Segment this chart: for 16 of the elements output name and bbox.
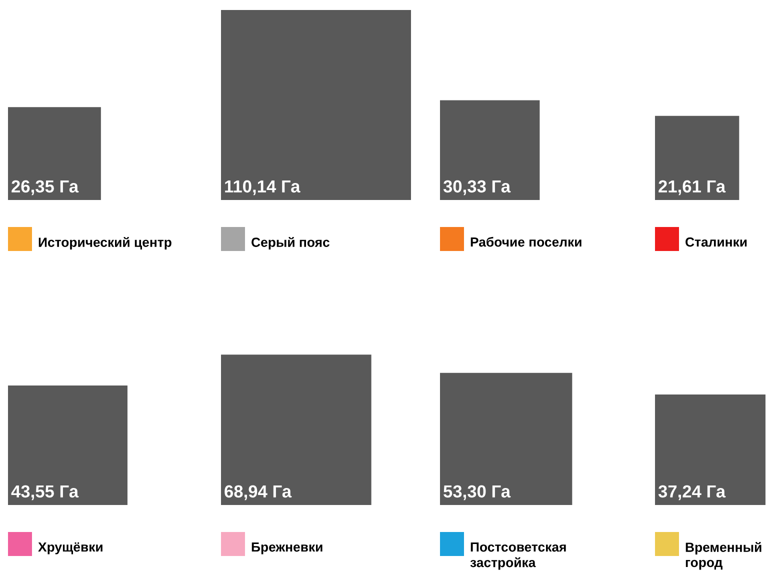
data-label: 30,33 Га	[443, 180, 511, 196]
data-label: 43,55 Га	[11, 485, 79, 500]
category-label: Хрущёвки	[38, 542, 102, 554]
data-label: 110,14 Га	[225, 180, 300, 196]
category-label: Временный город	[686, 542, 762, 570]
category-label: Серый пояс	[252, 237, 330, 250]
data-label: 21,61 Га	[658, 180, 726, 196]
category-label: Брежневки	[252, 542, 322, 554]
data-label: 26,35 Га	[12, 180, 79, 196]
data-label: 37,24 Га	[658, 485, 726, 500]
data-label: 68,94 Га	[224, 485, 292, 500]
data-label: 53,30 Га	[444, 485, 511, 500]
category-label: Сталинки	[686, 237, 747, 247]
category-label: Рабочие поселки	[470, 236, 582, 247]
category-label: Постсоветская застройка	[470, 542, 566, 570]
category-label: Исторический центр	[38, 237, 172, 250]
